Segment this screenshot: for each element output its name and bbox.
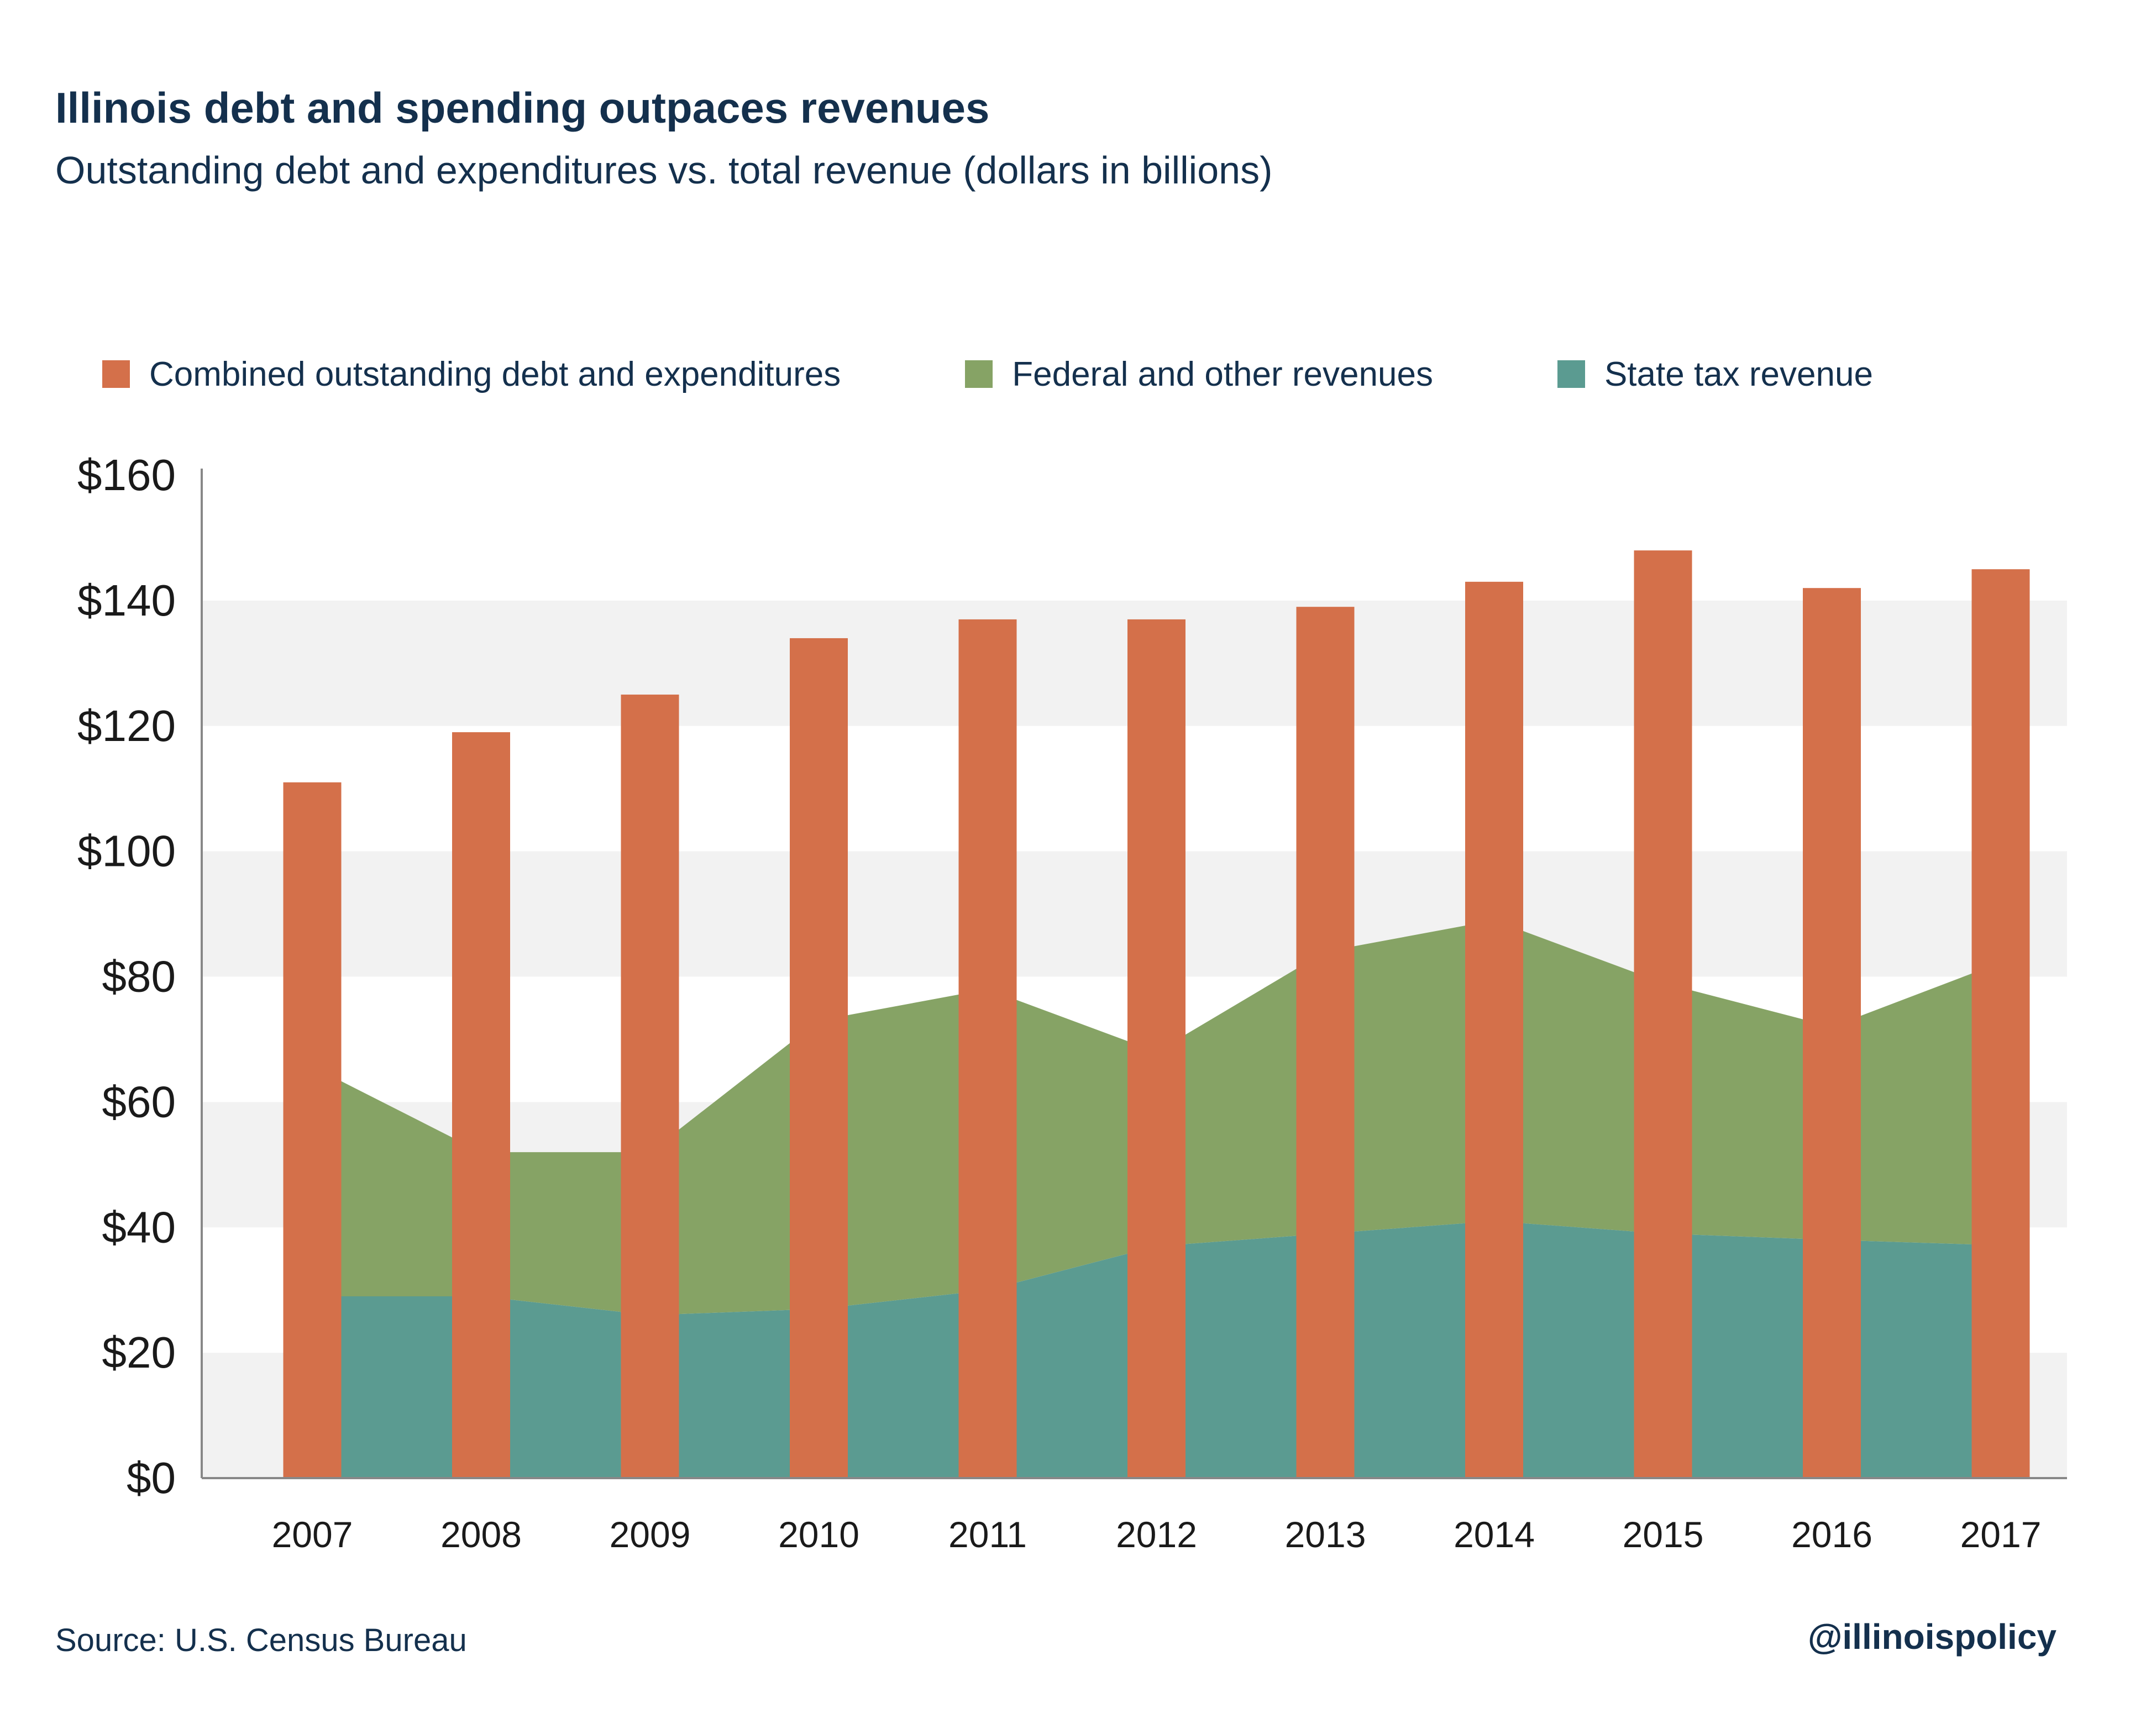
bar-2012 (1127, 619, 1185, 1478)
bar-2016 (1803, 588, 1861, 1478)
x-tick-label: 2016 (1791, 1514, 1872, 1555)
x-tick-label: 2017 (1960, 1514, 2042, 1555)
legend-label-state: State tax revenue (1604, 355, 1873, 393)
legend-swatch-debt (102, 360, 130, 388)
social-handle: @illinoispolicy (1807, 1617, 2057, 1657)
bar-2014 (1465, 581, 1523, 1478)
bar-2017 (1971, 569, 2030, 1478)
y-tick-label: $20 (102, 1328, 176, 1377)
x-tick-label: 2012 (1116, 1514, 1197, 1555)
legend-item-state: State tax revenue (1557, 355, 1873, 394)
y-tick-label: $0 (127, 1453, 176, 1502)
bar-2013 (1296, 607, 1355, 1478)
legend-label-debt: Combined outstanding debt and expenditur… (149, 355, 841, 393)
bar-2015 (1634, 550, 1692, 1478)
x-tick-label: 2014 (1454, 1514, 1535, 1555)
y-tick-labels: $0 $20 $40 $60 $80 $100 $120 $140 $160 (77, 450, 176, 1502)
chart-subtitle: Outstanding debt and expenditures vs. to… (55, 149, 1273, 192)
source-note: Source: U.S. Census Bureau (55, 1622, 467, 1658)
bar-2009 (621, 695, 679, 1478)
y-tick-label: $140 (77, 576, 176, 625)
x-tick-label: 2011 (948, 1514, 1027, 1555)
x-tick-labels: 2007 2008 2009 2010 2011 2012 2013 2014 2015 2016… (272, 1514, 2042, 1555)
bar-2011 (958, 619, 1017, 1478)
x-tick-label: 2009 (610, 1514, 691, 1555)
axes (201, 469, 2067, 1479)
x-tick-label: 2015 (1623, 1514, 1704, 1555)
bar-2010 (790, 638, 848, 1478)
y-tick-label: $60 (102, 1077, 176, 1126)
x-tick-label: 2007 (272, 1514, 353, 1555)
x-tick-label: 2013 (1285, 1514, 1366, 1555)
legend-item-federal: Federal and other revenues (965, 355, 1433, 394)
legend-swatch-state (1557, 360, 1585, 388)
y-tick-label: $100 (77, 827, 176, 876)
chart-title: Illinois debt and spending outpaces reve… (55, 83, 990, 132)
y-tick-label: $80 (102, 952, 176, 1001)
legend-swatch-federal (965, 360, 993, 388)
x-tick-label: 2010 (778, 1514, 859, 1555)
y-tick-label: $40 (102, 1202, 176, 1252)
legend-item-debt: Combined outstanding debt and expenditur… (102, 355, 841, 394)
x-tick-label: 2008 (440, 1514, 522, 1555)
y-tick-label: $160 (77, 450, 176, 500)
y-tick-label: $120 (77, 701, 176, 750)
legend-label-federal: Federal and other revenues (1012, 355, 1433, 393)
legend: Combined outstanding debt and expenditur… (102, 349, 1873, 399)
bar-2008 (452, 732, 510, 1478)
debt-bars (283, 550, 2030, 1478)
bar-2007 (283, 782, 342, 1478)
